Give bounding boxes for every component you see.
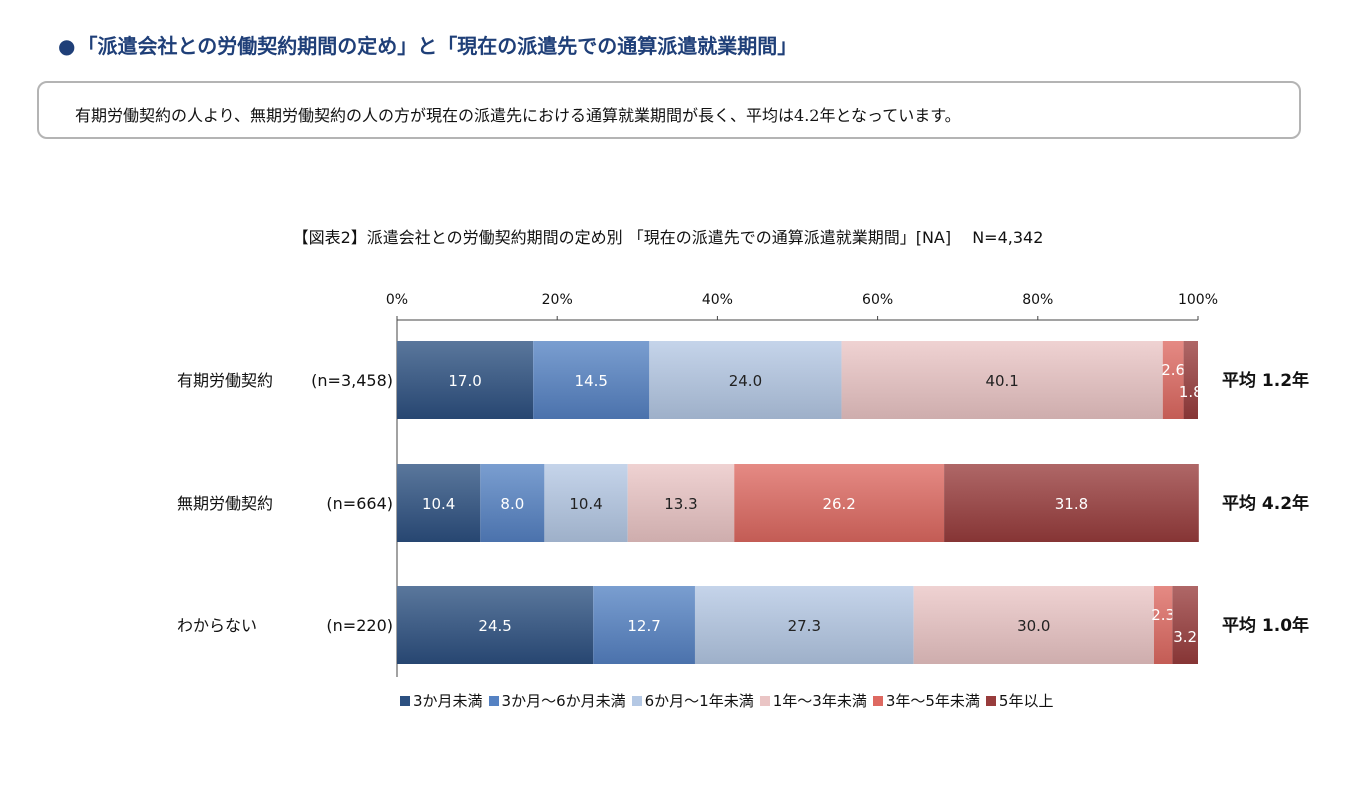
legend-label: 3か月～6か月未満	[501, 692, 626, 710]
chart-legend: 3か月未満 3か月～6か月未満 6か月～1年未満 1年～3年未満 3年～5年未満 5年以上	[400, 690, 1053, 711]
x-tick-label: 80%	[1022, 292, 1053, 308]
bar-segment	[694, 586, 914, 664]
legend-swatch	[488, 695, 499, 706]
bar-segment	[649, 341, 842, 419]
bar-segment	[1162, 341, 1184, 419]
data-label: 14.5	[575, 372, 608, 390]
x-tick-label: 40%	[702, 292, 733, 308]
bullet-icon: ●	[58, 34, 76, 58]
data-label: 10.4	[569, 495, 602, 513]
bar-segment	[593, 586, 695, 664]
legend-item: 6か月～1年未満	[631, 690, 754, 711]
bar-segment	[397, 586, 594, 664]
bar-segment	[397, 464, 481, 542]
data-label: 1.8	[1179, 383, 1203, 401]
summary-box: 有期労働契約の人より、無期労働契約の人の方が現在の派遣先における通算就業期間が長…	[37, 81, 1301, 139]
data-label: 3.2	[1173, 628, 1197, 646]
bar-segment	[841, 341, 1163, 419]
legend-label: 5年以上	[998, 692, 1054, 710]
bar-segment	[627, 464, 735, 542]
data-label: 2.3	[1151, 606, 1175, 624]
legend-item: 3か月未満	[400, 690, 483, 711]
page-heading-text: 「派遣会社との労働契約期間の定め」と「現在の派遣先での通算派遣就業期間」	[77, 34, 798, 58]
bar-segment	[1172, 586, 1198, 664]
page-heading: ● 「派遣会社との労働契約期間の定め」と「現在の派遣先での通算派遣就業期間」	[58, 30, 797, 59]
x-tick-label: 0%	[386, 292, 408, 308]
data-label: 12.7	[627, 617, 660, 635]
data-label: 26.2	[822, 495, 855, 513]
category-label: 有期労働契約	[177, 371, 273, 390]
category-label: 無期労働契約	[177, 494, 273, 513]
data-label: 27.3	[788, 617, 821, 635]
average-label: 平均 4.2年	[1222, 493, 1309, 514]
legend-label: 3年～5年未満	[885, 692, 980, 710]
category-label: わからない	[177, 616, 257, 635]
bar-segment	[397, 341, 534, 419]
legend-label: 3か月未満	[413, 692, 483, 710]
data-label: 31.8	[1055, 495, 1088, 513]
legend-swatch	[631, 695, 642, 706]
bar-segment	[1183, 341, 1198, 419]
data-label: 40.1	[985, 372, 1018, 390]
data-label: 8.0	[500, 495, 524, 513]
data-label: 10.4	[422, 495, 455, 513]
bar-segment	[944, 464, 1199, 542]
legend-swatch	[400, 695, 410, 706]
chart-title-text: 【図表2】派遣会社との労働契約期間の定め別 「現在の派遣先での通算派遣就業期間」…	[292, 228, 1044, 247]
bar-segment	[734, 464, 945, 542]
data-label: 13.3	[664, 495, 697, 513]
legend-label: 1年～3年未満	[772, 692, 867, 710]
bar-segment	[480, 464, 545, 542]
legend-swatch	[985, 695, 996, 706]
data-label: 2.6	[1161, 361, 1185, 379]
category-n-label: (n=220)	[326, 616, 393, 635]
data-label: 24.5	[478, 617, 511, 635]
bar-segment	[1153, 586, 1173, 664]
category-n-label: (n=3,458)	[311, 371, 393, 390]
x-tick-label: 100%	[1178, 292, 1218, 308]
x-tick-label: 20%	[542, 292, 573, 308]
chart-title: 【図表2】派遣会社との労働契約期間の定め別 「現在の派遣先での通算派遣就業期間」…	[0, 224, 1360, 248]
legend-swatch	[759, 695, 770, 706]
category-n-label: (n=664)	[326, 494, 393, 513]
data-label: 17.0	[448, 372, 481, 390]
bar-segment	[544, 464, 628, 542]
bar-segment	[913, 586, 1154, 664]
average-label: 平均 1.0年	[1222, 615, 1309, 636]
legend-item: 5年以上	[985, 690, 1054, 711]
data-label: 30.0	[1017, 617, 1050, 635]
data-label: 24.0	[729, 372, 762, 390]
legend-item: 1年～3年未満	[759, 690, 867, 711]
x-tick-label: 60%	[862, 292, 893, 308]
summary-text: 有期労働契約の人より、無期労働契約の人の方が現在の派遣先における通算就業期間が長…	[75, 106, 961, 125]
average-label: 平均 1.2年	[1222, 370, 1309, 391]
legend-swatch	[872, 695, 883, 706]
legend-label: 6か月～1年未満	[644, 692, 754, 710]
bar-segment	[533, 341, 650, 419]
legend-item: 3か月～6か月未満	[488, 690, 626, 711]
legend-item: 3年～5年未満	[872, 690, 980, 711]
